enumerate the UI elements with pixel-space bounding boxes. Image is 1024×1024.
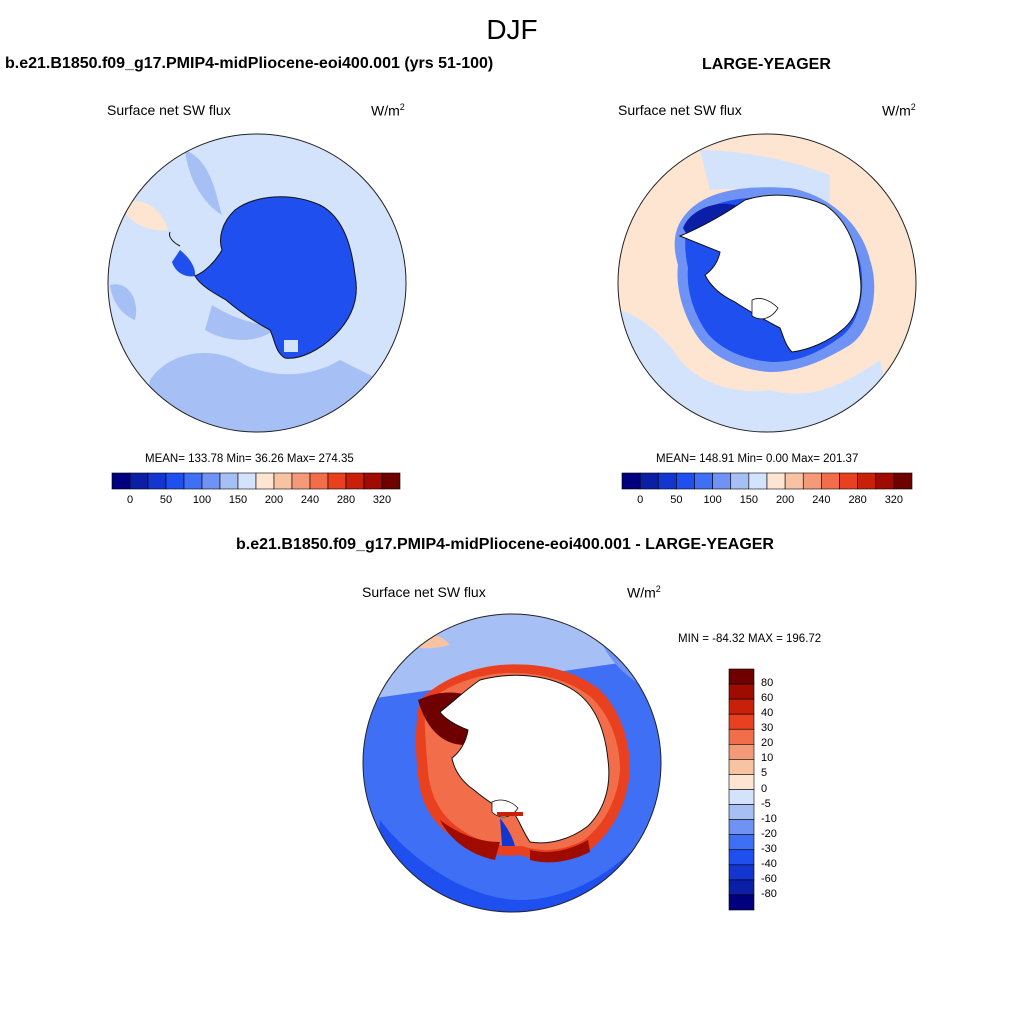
panel-3-stats: MIN = -84.32 MAX = 196.72	[678, 633, 822, 645]
colorbar-swatch	[728, 713, 755, 730]
colorbar-tick-label: 5	[761, 767, 768, 780]
colorbar-panel-1	[111, 472, 401, 490]
colorbar-swatch	[111, 472, 131, 490]
colorbar-swatch	[712, 472, 732, 490]
colorbar-tick-label: -10	[761, 812, 777, 825]
colorbar-swatch	[363, 472, 383, 490]
colorbar-swatch	[728, 774, 755, 790]
colorbar-swatch	[273, 472, 293, 490]
colorbar-swatch	[875, 472, 895, 490]
figure-title: DJF	[486, 14, 538, 45]
map-2-large-yeager	[618, 134, 916, 432]
colorbar-swatch	[730, 472, 750, 490]
colorbar-swatch	[237, 472, 257, 490]
colorbar-tick-label: 200	[264, 494, 284, 506]
colorbar-swatch	[381, 472, 401, 490]
colorbar-panel-2	[621, 472, 913, 490]
colorbar-tick-label: 60	[761, 692, 774, 705]
colorbar-swatch	[309, 472, 329, 490]
colorbar-swatch	[728, 759, 755, 775]
colorbar-tick-label: 0	[637, 494, 644, 506]
colorbar-swatch	[219, 472, 239, 490]
colorbar-swatch	[621, 472, 641, 490]
colorbar-swatch	[728, 698, 755, 715]
colorbar-swatch	[183, 472, 203, 490]
colorbar-tick-label: -80	[761, 887, 777, 900]
colorbar-swatch	[694, 472, 713, 490]
colorbar-swatch	[821, 472, 840, 490]
colorbar-swatch	[657, 472, 677, 490]
colorbar-tick-label: 30	[761, 722, 774, 735]
colorbar-swatch	[327, 472, 347, 490]
panel-1-variable-label: Surface net SW flux	[107, 102, 231, 118]
colorbar-swatch	[676, 472, 695, 490]
colorbar-swatch	[748, 472, 768, 490]
colorbar-swatch	[728, 834, 755, 851]
colorbar-tick-label: 10	[761, 752, 774, 765]
colorbar-swatch	[255, 472, 275, 490]
panel-2-variable-label: Surface net SW flux	[618, 102, 742, 118]
colorbar-tick-label: 320	[884, 494, 904, 506]
colorbar-swatch	[639, 472, 659, 490]
colorbar-tick-label: 80	[761, 677, 774, 690]
colorbar-tick-label: 200	[775, 494, 795, 506]
colorbar-swatch	[201, 472, 221, 490]
colorbar-tick-label: -30	[761, 842, 777, 855]
colorbar-swatch	[291, 472, 311, 490]
colorbar-tick-label: 240	[812, 494, 831, 506]
colorbar-swatch	[728, 819, 755, 835]
colorbar-swatch	[728, 864, 755, 881]
colorbar-swatch	[129, 472, 149, 490]
panel-2-title: LARGE-YEAGER	[702, 56, 831, 73]
colorbar-tick-label: 100	[703, 494, 722, 506]
colorbar-tick-label: -20	[761, 827, 777, 840]
panel-1-title: b.e21.B1850.f09_g17.PMIP4-midPliocene-eo…	[5, 55, 494, 72]
panel-2-units: W/m2	[882, 102, 916, 119]
colorbar-swatch	[728, 683, 755, 700]
colorbar-swatch	[147, 472, 167, 490]
panel-1-units: W/m2	[371, 102, 405, 119]
panel-3-title: b.e21.B1850.f09_g17.PMIP4-midPliocene-eo…	[236, 536, 774, 553]
colorbar-swatch	[728, 728, 755, 745]
colorbar-tick-label: 0	[761, 782, 768, 795]
colorbar-tick-label: 280	[848, 494, 867, 506]
colorbar-swatch	[728, 668, 755, 685]
colorbar-swatch	[766, 472, 786, 490]
colorbar-swatch	[893, 472, 913, 490]
map-3-difference	[363, 614, 661, 912]
colorbar-swatch	[857, 472, 877, 490]
colorbar-tick-label: 240	[300, 494, 320, 506]
panel-1-stats: MEAN= 133.78 Min= 36.26 Max= 274.35	[145, 453, 354, 465]
colorbar-swatch	[728, 894, 755, 911]
colorbar-difference	[728, 668, 755, 911]
colorbar-swatch	[802, 472, 822, 490]
colorbar-swatch	[345, 472, 365, 490]
colorbar-tick-label: 280	[336, 494, 356, 506]
panel-3-variable-label: Surface net SW flux	[362, 584, 486, 600]
colorbar-tick-label: -40	[761, 857, 777, 870]
colorbar-swatch	[839, 472, 858, 490]
colorbar-tick-label: 0	[126, 494, 134, 506]
colorbar-swatch	[728, 804, 755, 820]
colorbar-swatch	[728, 744, 755, 760]
colorbar-tick-label: -5	[761, 797, 771, 810]
colorbar-tick-label: -60	[761, 872, 777, 885]
colorbar-tick-label: 20	[761, 737, 774, 750]
colorbar-swatch	[728, 879, 755, 896]
colorbar-swatch	[728, 849, 755, 866]
colorbar-tick-label: 150	[228, 494, 248, 506]
colorbar-tick-label: 150	[739, 494, 759, 506]
panel-2-stats: MEAN= 148.91 Min= 0.00 Max= 201.37	[656, 453, 859, 465]
panel-3-units: W/m2	[627, 584, 661, 601]
colorbar-swatch	[728, 789, 755, 805]
colorbar-tick-label: 50	[670, 494, 683, 506]
colorbar-tick-label: 100	[192, 494, 212, 506]
colorbar-swatch	[165, 472, 185, 490]
map-1-model	[108, 134, 406, 432]
colorbar-tick-label: 320	[372, 494, 392, 506]
colorbar-swatch	[784, 472, 804, 490]
colorbar-tick-label: 50	[159, 494, 173, 506]
colorbar-tick-label: 40	[761, 707, 774, 720]
